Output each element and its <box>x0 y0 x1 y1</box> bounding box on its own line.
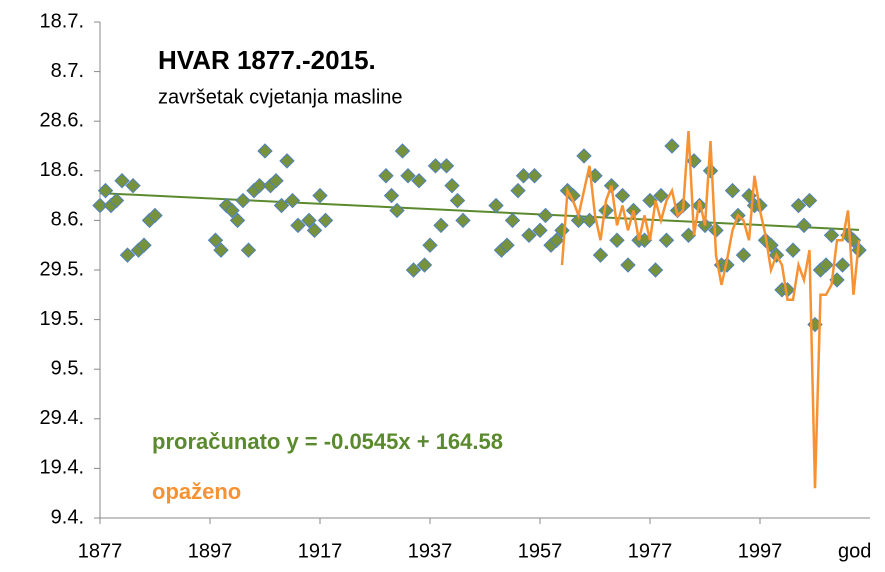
point <box>108 192 125 209</box>
x-tick-label: 1897 <box>188 540 233 562</box>
point <box>268 173 284 189</box>
chart-title: HVAR 1877.-2015. <box>158 45 376 75</box>
point <box>147 207 163 224</box>
point <box>664 138 680 154</box>
point <box>306 222 323 239</box>
point <box>97 182 114 199</box>
point <box>702 163 719 179</box>
x-tick-label: 1997 <box>738 540 783 562</box>
point <box>735 247 752 263</box>
point <box>785 242 801 258</box>
point <box>257 143 273 159</box>
point <box>724 182 741 199</box>
point <box>455 212 471 229</box>
point <box>548 232 565 248</box>
point <box>114 173 130 189</box>
point <box>92 197 108 214</box>
point <box>532 222 548 239</box>
point <box>383 187 400 204</box>
point <box>444 177 460 194</box>
point <box>411 173 427 189</box>
point <box>301 212 317 229</box>
point <box>400 168 416 184</box>
point <box>119 247 136 263</box>
point <box>576 148 592 164</box>
point <box>279 153 295 169</box>
point <box>136 237 152 253</box>
point <box>504 212 521 229</box>
legend-label: proračunato y = -0.0545x + 164.58 <box>152 429 503 454</box>
point <box>422 237 438 253</box>
point <box>224 202 240 219</box>
point <box>658 232 675 248</box>
point <box>796 217 812 234</box>
point <box>521 227 537 243</box>
point <box>273 197 290 214</box>
point <box>378 168 394 184</box>
point <box>614 187 631 204</box>
observed-line <box>560 131 861 489</box>
y-tick-label: 19.4. <box>40 457 84 479</box>
point <box>592 247 609 263</box>
chart-subtitle: završetak cvjetanja masline <box>158 86 403 108</box>
legend-label: opaženo <box>152 479 241 504</box>
point <box>125 177 141 194</box>
y-tick-label: 19.5. <box>40 308 84 330</box>
point <box>235 192 251 209</box>
x-tick-label: 1937 <box>408 540 453 562</box>
point <box>515 168 532 184</box>
y-tick-label: 8.6. <box>51 209 84 231</box>
point <box>642 192 658 209</box>
point <box>526 168 543 184</box>
y-tick-label: 28.6. <box>40 109 84 131</box>
point <box>653 187 669 204</box>
y-tick-label: 29.4. <box>40 407 84 429</box>
point <box>251 177 268 194</box>
y-tick-label: 8.7. <box>51 60 84 82</box>
point <box>609 232 625 248</box>
point <box>801 192 818 209</box>
point <box>290 217 306 234</box>
x-tick-label: 1877 <box>78 540 123 562</box>
point <box>620 257 636 273</box>
y-tick-label: 9.4. <box>51 506 84 528</box>
y-tick-label: 9.5. <box>51 357 84 379</box>
x-tick-label: 1977 <box>628 540 673 562</box>
point <box>438 158 455 174</box>
point <box>499 237 515 253</box>
point <box>449 192 466 209</box>
point <box>598 202 614 219</box>
point <box>312 187 328 204</box>
point <box>317 212 334 229</box>
point <box>416 257 433 273</box>
y-tick-label: 18.7. <box>40 10 84 32</box>
point <box>647 262 664 278</box>
point <box>790 197 807 214</box>
point <box>510 182 526 199</box>
y-tick-label: 18.6. <box>40 159 84 181</box>
x-axis-label: god <box>838 540 871 562</box>
point <box>284 192 301 209</box>
point <box>207 232 224 248</box>
point <box>581 212 598 229</box>
point <box>389 202 405 219</box>
point <box>570 212 587 229</box>
point <box>433 217 449 234</box>
point <box>240 242 257 258</box>
point <box>823 227 840 243</box>
point <box>405 262 422 278</box>
point <box>818 257 834 273</box>
x-tick-label: 1917 <box>298 540 343 562</box>
y-tick-label: 29.5. <box>40 258 84 280</box>
point <box>394 143 411 159</box>
point <box>213 242 229 258</box>
point <box>427 158 444 174</box>
point <box>834 257 851 273</box>
point <box>229 212 246 229</box>
point <box>537 207 554 224</box>
point <box>488 197 504 214</box>
x-tick-label: 1957 <box>518 540 563 562</box>
